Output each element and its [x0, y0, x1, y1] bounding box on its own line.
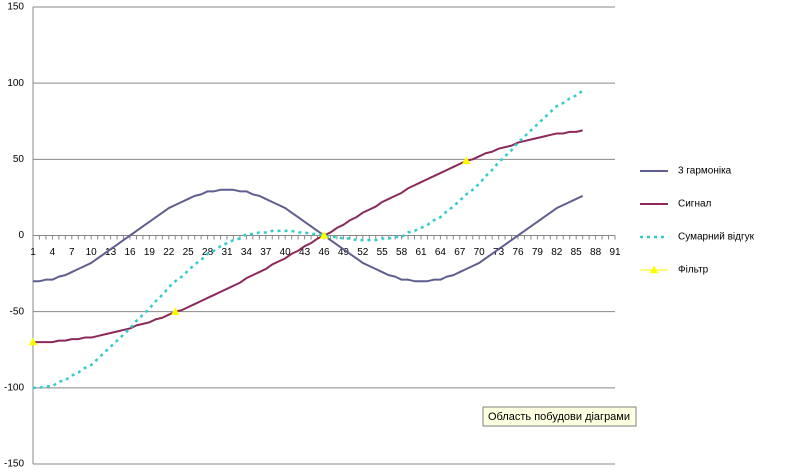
x-tick-label: 10	[86, 247, 98, 258]
x-tick-label: 52	[357, 247, 369, 258]
y-tick-label: 0	[18, 230, 24, 241]
x-tick-label: 7	[69, 247, 75, 258]
y-tick-label: -100	[4, 382, 24, 393]
series-marker	[319, 230, 329, 239]
x-tick-label: 91	[609, 247, 621, 258]
x-tick-label: 73	[493, 247, 505, 258]
y-tick-label: 150	[7, 2, 24, 13]
x-tick-label: 58	[396, 247, 408, 258]
x-tick-label: 70	[474, 247, 486, 258]
y-tick-label: -150	[4, 459, 24, 470]
tooltip-text: Область побудови діаграми	[488, 411, 630, 423]
x-tick-label: 88	[590, 247, 602, 258]
x-tick-label: 37	[260, 247, 272, 258]
tooltip: Область побудови діаграми	[482, 406, 637, 427]
legend-label: 3 гармоніка	[678, 166, 732, 177]
x-tick-label: 40	[280, 247, 292, 258]
x-tick-label: 19	[144, 247, 156, 258]
series-marker	[461, 156, 471, 165]
legend-marker	[649, 265, 659, 274]
x-tick-label: 61	[415, 247, 427, 258]
tooltip-box	[482, 406, 637, 427]
x-tick-label: 85	[571, 247, 583, 258]
x-tick-label: 76	[512, 247, 524, 258]
x-tick-label: 46	[318, 247, 330, 258]
x-tick-label: 25	[183, 247, 195, 258]
legend-label: Сумарний відгук	[678, 232, 755, 243]
x-tick-label: 4	[50, 247, 56, 258]
x-tick-label: 31	[221, 247, 233, 258]
y-tick-label: 50	[13, 154, 25, 165]
legend-label: Сигнал	[678, 199, 712, 210]
legend-label: Фільтр	[678, 265, 709, 276]
x-tick-label: 16	[124, 247, 136, 258]
y-tick-label: -50	[10, 306, 25, 317]
x-tick-label: 22	[163, 247, 175, 258]
x-tick-label: 79	[532, 247, 544, 258]
series-line	[33, 89, 584, 390]
y-tick-label: 100	[7, 78, 24, 89]
x-tick-label: 13	[105, 247, 117, 258]
series-marker	[170, 307, 180, 315]
series-line	[33, 129, 583, 344]
series-line	[33, 188, 584, 283]
series-marker	[28, 337, 38, 346]
x-tick-label: 43	[299, 247, 311, 258]
x-tick-label: 82	[551, 247, 563, 258]
x-tick-label: 55	[377, 247, 389, 258]
x-tick-label: 49	[338, 247, 350, 258]
x-tick-label: 67	[454, 247, 466, 258]
x-tick-label: 34	[241, 247, 253, 258]
x-tick-label: 1	[30, 247, 36, 258]
x-tick-label: 64	[435, 247, 447, 258]
